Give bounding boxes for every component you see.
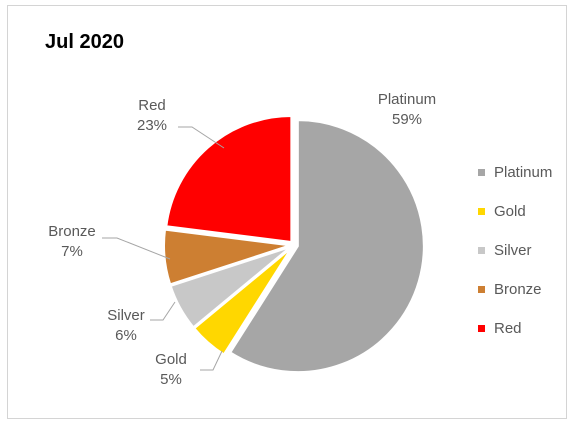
legend-item-gold: Gold (478, 192, 568, 231)
legend-label: Bronze (494, 281, 542, 298)
legend-item-bronze: Bronze (478, 270, 568, 309)
legend-swatch (478, 325, 485, 332)
slice-label-pct-bronze: 7% (61, 243, 83, 260)
legend-item-platinum: Platinum (478, 153, 568, 192)
slice-label-pct-platinum: 59% (392, 111, 422, 128)
slice-labels: Platinum 59% Gold 5% Silver 6% Bronze 7% Red 23% (48, 91, 436, 388)
pie-slices (163, 114, 425, 374)
slice-label-name-platinum: Platinum (378, 91, 436, 108)
leader-line-red (178, 126, 225, 149)
legend-swatch (478, 247, 485, 254)
legend: Platinum Gold Silver Bronze Red (478, 153, 568, 348)
slice-label-name-red: Red (138, 97, 166, 114)
legend-swatch (478, 286, 485, 293)
slice-label-pct-red: 23% (137, 117, 167, 134)
leader-lines (102, 126, 225, 371)
legend-item-red: Red (478, 309, 568, 348)
legend-label: Red (494, 320, 522, 337)
slice-label-pct-silver: 6% (115, 327, 137, 344)
pie-slice-gold (192, 247, 293, 356)
slice-label-name-silver: Silver (107, 307, 145, 324)
slice-label-name-gold: Gold (155, 351, 187, 368)
slice-label-pct-gold: 5% (160, 371, 182, 388)
pie-slice-platinum (228, 119, 425, 374)
pie-slice-silver (169, 245, 292, 329)
legend-label: Platinum (494, 164, 553, 181)
legend-label: Silver (494, 242, 532, 259)
leader-line-silver (150, 301, 176, 321)
pie-slice-red (165, 114, 293, 244)
leader-line-gold (200, 350, 223, 371)
legend-item-silver: Silver (478, 231, 568, 270)
legend-label: Gold (494, 203, 526, 220)
leader-line-bronze (102, 237, 171, 260)
chart-title: Jul 2020 (45, 31, 124, 53)
legend-swatch (478, 169, 485, 176)
legend-swatch (478, 208, 485, 215)
slice-label-name-bronze: Bronze (48, 223, 96, 240)
